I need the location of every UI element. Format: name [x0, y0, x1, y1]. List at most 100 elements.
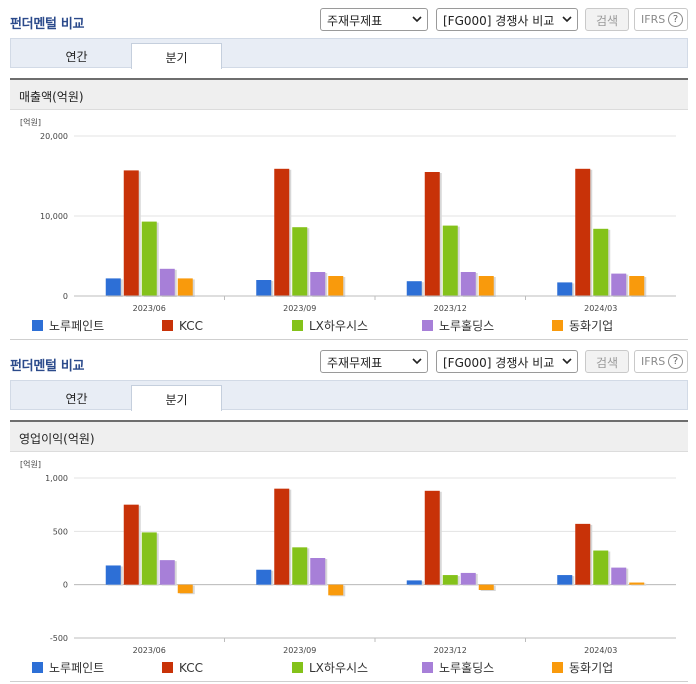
legend-swatch — [422, 320, 433, 331]
fundamental-compare-sales: 펀더멘털 비교 주재무제표 [FG000] 경쟁사 비교 검색 IFRS ? 연… — [10, 8, 688, 340]
bar — [105, 565, 121, 585]
section-header: 펀더멘털 비교 주재무제표 [FG000] 경쟁사 비교 검색 IFRS ? — [0, 342, 696, 380]
chevron-down-icon — [412, 16, 422, 23]
bar — [629, 582, 645, 585]
ifrs-label: IFRS — [641, 13, 666, 26]
bar — [593, 550, 609, 585]
peer-group-value: [FG000] 경쟁사 비교 — [443, 356, 555, 370]
ifrs-help-button[interactable]: IFRS ? — [634, 350, 688, 373]
chart-container: [억원] -500 0 500 1,000 2023/06 2023/09 2023/12 20… — [10, 452, 688, 682]
chart-container: [억원] 0 10,000 20,000 2023/06 2023/09 2023/12 20… — [10, 110, 688, 340]
legend-label[interactable]: 동화기업 — [569, 319, 613, 333]
search-button[interactable]: 검색 — [585, 350, 629, 373]
peer-group-select[interactable]: [FG000] 경쟁사 비교 — [436, 8, 578, 31]
bar — [478, 584, 494, 590]
legend-swatch — [32, 320, 43, 331]
tab-annual[interactable]: 연간 — [65, 50, 88, 64]
bar — [310, 558, 326, 585]
bar — [611, 567, 627, 585]
x-tick-label: 2023/09 — [283, 304, 316, 313]
bar — [557, 575, 573, 585]
peer-group-select[interactable]: [FG000] 경쟁사 비교 — [436, 350, 578, 373]
bar — [424, 490, 440, 585]
tab-quarterly[interactable]: 분기 — [131, 43, 222, 69]
y-tick-label: 1,000 — [45, 474, 68, 483]
panel-divider — [10, 420, 688, 422]
legend-label[interactable]: KCC — [179, 319, 203, 333]
y-tick-label: 0 — [63, 292, 68, 301]
tab-annual[interactable]: 연간 — [65, 392, 88, 406]
chevron-down-icon — [412, 358, 422, 365]
bar — [442, 575, 458, 585]
legend-label[interactable]: 동화기업 — [569, 661, 613, 675]
legend-label[interactable]: 노루페인트 — [49, 319, 104, 333]
x-tick-label: 2023/12 — [434, 646, 467, 655]
y-tick-label: 20,000 — [40, 132, 68, 141]
bar — [256, 569, 272, 585]
y-unit-label: [억원] — [20, 117, 41, 127]
legend-label[interactable]: LX하우시스 — [309, 661, 368, 675]
bar — [141, 221, 157, 296]
search-button[interactable]: 검색 — [585, 8, 629, 31]
section-title: 펀더멘털 비교 — [10, 17, 85, 32]
legend-label[interactable]: 노루홀딩스 — [439, 319, 494, 333]
bar — [629, 276, 645, 296]
bar — [177, 278, 193, 296]
bar — [123, 170, 139, 296]
bar-chart: [억원] -500 0 500 1,000 2023/06 2023/09 2023/12 20… — [20, 459, 676, 675]
bar — [177, 584, 193, 594]
bar — [292, 227, 308, 296]
bar — [105, 278, 121, 296]
chevron-down-icon — [562, 16, 572, 23]
legend-label[interactable]: 노루홀딩스 — [439, 661, 494, 675]
bar — [442, 225, 458, 296]
bar — [292, 547, 308, 585]
tab-quarterly[interactable]: 분기 — [131, 385, 222, 411]
statement-type-value: 주재무제표 — [327, 14, 383, 28]
bar — [406, 281, 422, 296]
legend-swatch — [552, 662, 563, 673]
bar — [256, 280, 272, 296]
legend-swatch — [32, 662, 43, 673]
legend-swatch — [292, 320, 303, 331]
ifrs-label: IFRS — [641, 355, 666, 368]
fundamental-compare-operating-profit: 펀더멘털 비교 주재무제표 [FG000] 경쟁사 비교 검색 IFRS ? 연… — [0, 342, 696, 684]
bar — [159, 268, 175, 296]
bar — [575, 523, 591, 585]
panel-divider — [10, 78, 688, 80]
x-tick-label: 2024/03 — [584, 646, 617, 655]
bar — [310, 272, 326, 296]
period-tabs: 연간 분기 — [10, 380, 688, 411]
y-unit-label: [억원] — [20, 459, 41, 469]
peer-group-value: [FG000] 경쟁사 비교 — [443, 14, 555, 28]
bar — [406, 580, 422, 585]
bar — [557, 282, 573, 296]
legend-label[interactable]: LX하우시스 — [309, 319, 368, 333]
y-tick-label: 10,000 — [40, 212, 68, 221]
legend-swatch — [552, 320, 563, 331]
legend-label[interactable]: KCC — [179, 661, 203, 675]
bar — [159, 560, 175, 585]
bar — [424, 172, 440, 296]
bar-chart: [억원] 0 10,000 20,000 2023/06 2023/09 2023/12 20… — [20, 117, 676, 333]
bar — [141, 532, 157, 585]
chart-subtitle: 매출액(억원) — [10, 80, 688, 110]
bar — [478, 276, 494, 296]
ifrs-help-button[interactable]: IFRS ? — [634, 8, 688, 31]
legend-swatch — [162, 662, 173, 673]
help-icon: ? — [668, 12, 683, 27]
bar — [328, 276, 344, 296]
section-title: 펀더멘털 비교 — [10, 359, 85, 374]
legend-label[interactable]: 노루페인트 — [49, 661, 104, 675]
y-tick-label: 500 — [53, 527, 68, 536]
statement-type-select[interactable]: 주재무제표 — [320, 8, 428, 31]
statement-type-select[interactable]: 주재무제표 — [320, 350, 428, 373]
help-icon: ? — [668, 354, 683, 369]
chart-subtitle: 영업이익(억원) — [10, 422, 688, 452]
bar — [460, 572, 476, 585]
bar — [328, 584, 344, 596]
x-tick-label: 2023/06 — [133, 304, 166, 313]
y-tick-label: 0 — [63, 581, 68, 590]
legend-swatch — [162, 320, 173, 331]
x-tick-label: 2024/03 — [584, 304, 617, 313]
